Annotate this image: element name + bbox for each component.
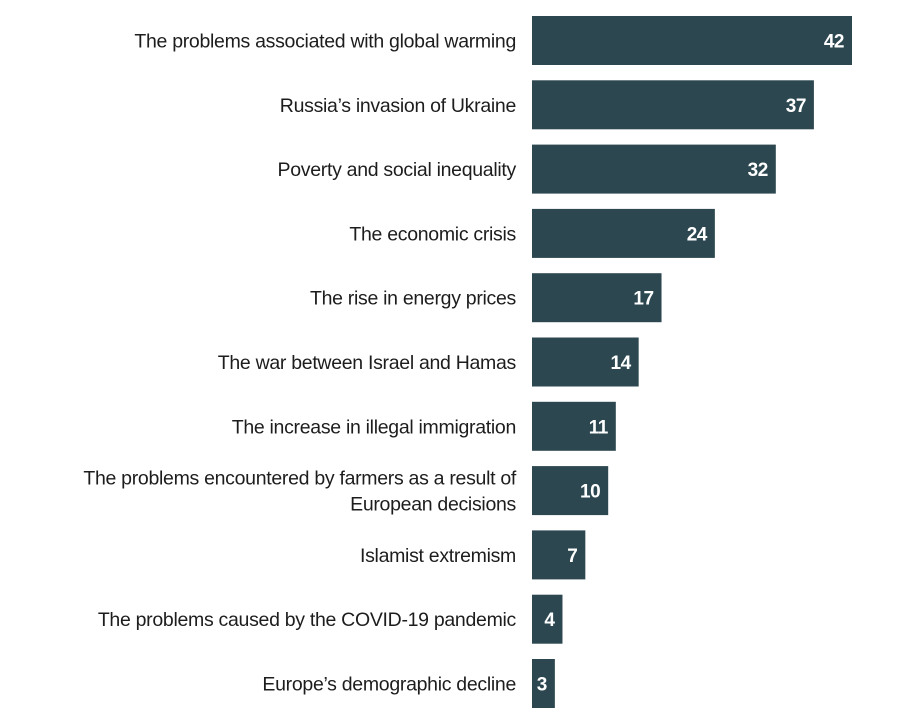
category-label: The problems encountered by farmers as a…: [83, 468, 517, 516]
bar: [532, 659, 555, 708]
category-label-line: The rise in energy prices: [310, 288, 517, 310]
value-label: 17: [633, 289, 653, 310]
category-label: The increase in illegal immigration: [232, 416, 516, 438]
bar-group: The war between Israel and Hamas 14: [218, 337, 639, 387]
category-label-line: Islamist extremism: [360, 545, 516, 567]
bar: [532, 466, 609, 516]
category-label-line: The problems encountered by farmers as a…: [83, 468, 517, 490]
bar: [532, 594, 563, 644]
category-label-line: The economic crisis: [349, 223, 516, 245]
category-label: Islamist extremism: [360, 545, 516, 567]
value-label: 10: [580, 482, 600, 503]
bar: [532, 208, 715, 258]
bar-group: Europe’s demographic decline 3: [262, 659, 555, 708]
bar-group: The economic crisis 24: [349, 208, 715, 258]
value-label: 42: [824, 32, 844, 53]
value-label: 11: [589, 417, 609, 438]
value-label: 3: [537, 675, 547, 696]
bar: [532, 401, 616, 451]
category-label: The problems caused by the COVID-19 pand…: [98, 609, 517, 631]
bar-group: The problems caused by the COVID-19 pand…: [98, 594, 563, 644]
bar: [532, 273, 662, 323]
category-label-line: The increase in illegal immigration: [232, 416, 516, 438]
category-label: The problems associated with global warm…: [134, 31, 516, 53]
bar: [532, 16, 852, 65]
value-label: 14: [611, 353, 632, 374]
bar-group: Poverty and social inequality 32: [278, 144, 776, 194]
bar-group: Russia’s invasion of Ukraine 37: [280, 80, 814, 130]
bar-group: The increase in illegal immigration 11: [232, 401, 616, 451]
category-label: The rise in energy prices: [310, 288, 517, 310]
category-label: The war between Israel and Hamas: [218, 352, 517, 374]
bar: [532, 80, 814, 130]
value-label: 37: [786, 96, 806, 117]
value-label: 7: [567, 546, 577, 567]
value-label: 32: [748, 160, 768, 181]
category-label: The economic crisis: [349, 223, 516, 245]
bar: [532, 144, 776, 194]
category-label-line: Europe’s demographic decline: [262, 674, 516, 696]
category-label: Russia’s invasion of Ukraine: [280, 95, 516, 117]
category-label-line: Poverty and social inequality: [278, 159, 517, 181]
bar-group: Islamist extremism 7: [360, 530, 586, 580]
category-label-line: The war between Israel and Hamas: [218, 352, 517, 374]
category-label: Poverty and social inequality: [278, 159, 517, 181]
value-label: 4: [544, 610, 555, 631]
bar-group: The problems encountered by farmers as a…: [83, 466, 609, 516]
category-label: Europe’s demographic decline: [262, 674, 516, 696]
bar-group: The rise in energy prices 17: [310, 273, 662, 323]
category-label-line: The problems caused by the COVID-19 pand…: [98, 609, 517, 631]
bar: [532, 337, 639, 387]
category-label-line: European decisions: [350, 494, 516, 516]
bar: [532, 530, 586, 580]
value-label: 24: [687, 224, 708, 245]
bar-group: The problems associated with global warm…: [134, 16, 852, 65]
category-label-line: Russia’s invasion of Ukraine: [280, 95, 516, 117]
category-label-line: The problems associated with global warm…: [134, 31, 516, 53]
